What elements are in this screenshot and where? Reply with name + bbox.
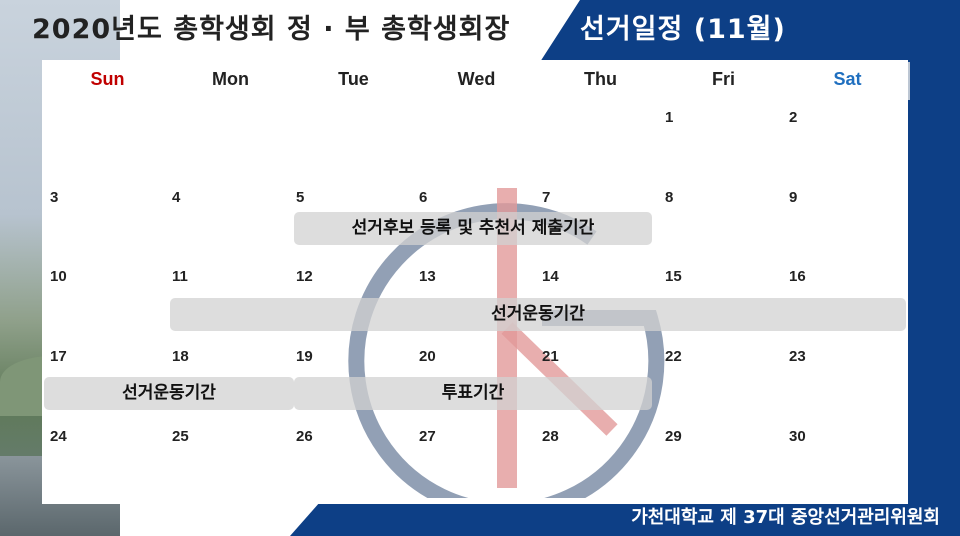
date-cell: 10 xyxy=(50,268,67,285)
date-cell: 15 xyxy=(665,268,682,285)
date-cell: 27 xyxy=(419,428,436,445)
day-headers: Sun Mon Tue Wed Thu Fri Sat xyxy=(42,60,908,98)
date-cell: 3 xyxy=(50,189,59,206)
date-cell: 7 xyxy=(542,189,551,206)
date-cell: 8 xyxy=(665,189,674,206)
date-cell: 24 xyxy=(50,428,67,445)
date-cell: 23 xyxy=(789,348,806,365)
day-header-fri: Fri xyxy=(711,69,735,89)
day-header-sat: Sat xyxy=(833,69,862,89)
footer-organizer: 가천대학교 제 37대 중앙선거관리위원회 xyxy=(631,507,940,528)
event-campaign-period-continued: 선거운동기간 xyxy=(44,377,294,410)
title-banner xyxy=(540,0,960,62)
date-cell: 14 xyxy=(542,268,559,285)
footer-banner xyxy=(290,502,960,536)
date-cell: 30 xyxy=(789,428,806,445)
header-divider xyxy=(908,62,910,100)
date-cell: 11 xyxy=(172,268,188,285)
date-cell: 4 xyxy=(172,189,181,206)
date-cell: 17 xyxy=(50,348,67,365)
event-voting-period: 투표기간 xyxy=(294,377,652,410)
event-campaign-period: 선거운동기간 xyxy=(170,298,906,331)
page-title-highlight: 선거일정 (11월) xyxy=(580,14,786,45)
date-cell: 29 xyxy=(665,428,682,445)
date-cell: 19 xyxy=(296,348,313,365)
date-cell: 9 xyxy=(789,189,798,206)
day-header-thu: Thu xyxy=(584,69,617,89)
date-cell: 1 xyxy=(665,109,674,126)
date-cell: 16 xyxy=(789,268,806,285)
date-cell: 28 xyxy=(542,428,559,445)
day-header-wed: Wed xyxy=(457,69,496,89)
date-cell: 6 xyxy=(419,189,428,206)
date-cell: 18 xyxy=(172,348,189,365)
event-registration-period: 선거후보 등록 및 추천서 제출기간 xyxy=(294,212,652,245)
page-title: 2020년도 총학생회 정 · 부 총학생회장 xyxy=(32,14,511,45)
right-band xyxy=(906,60,960,536)
date-cell: 22 xyxy=(665,348,682,365)
date-cell: 20 xyxy=(419,348,436,365)
date-cell: 5 xyxy=(296,189,305,206)
calendar: Sun Mon Tue Wed Thu Fri Sat 1 2 3 4 5 6 … xyxy=(42,60,908,504)
day-header-sun: Sun xyxy=(90,69,125,89)
date-cell: 21 xyxy=(542,348,559,365)
date-cell: 12 xyxy=(296,268,313,285)
date-cell: 2 xyxy=(789,109,798,126)
day-header-mon: Mon xyxy=(212,69,249,89)
date-cell: 25 xyxy=(172,428,189,445)
day-header-tue: Tue xyxy=(338,69,369,89)
date-cell: 26 xyxy=(296,428,313,445)
date-cell: 13 xyxy=(419,268,436,285)
